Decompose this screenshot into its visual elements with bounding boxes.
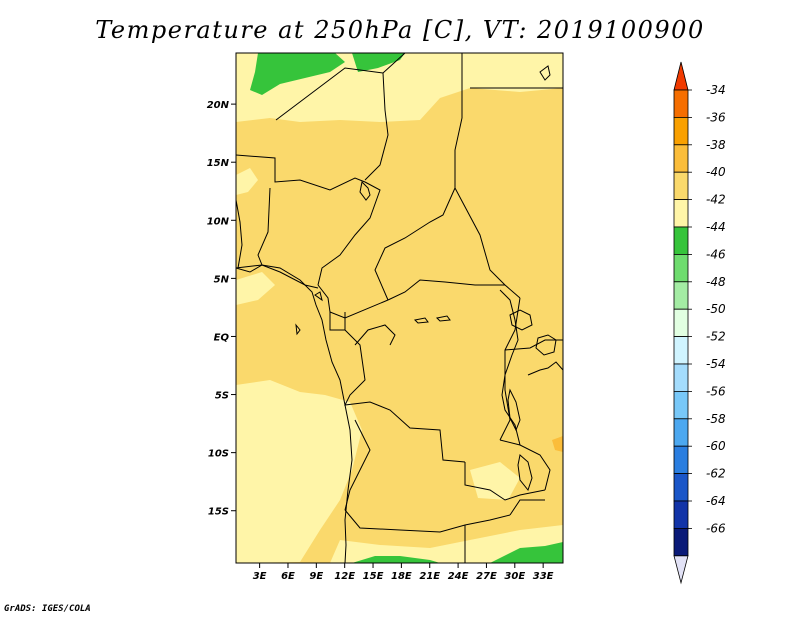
lon-tick-label: 21E <box>419 571 440 582</box>
legend-label: -42 <box>706 193 726 207</box>
legend-label: -48 <box>706 275 726 289</box>
legend-label: -60 <box>706 439 726 453</box>
legend-color-box <box>673 528 689 557</box>
lakes <box>295 65 557 492</box>
legend-color-box <box>673 144 689 173</box>
cold-band-south <box>330 525 563 563</box>
lon-tick-label: 15E <box>363 571 384 582</box>
country-borders <box>236 53 563 563</box>
lon-tick-label: 18E <box>391 571 412 582</box>
lon-tick-label: 27E <box>476 571 497 582</box>
cold-patch-north-interior <box>236 168 258 195</box>
map-title: Temperature at 250hPa [C], VT: 201910090… <box>95 16 705 44</box>
legend-color-box <box>673 308 689 338</box>
legend-color-box <box>673 390 689 420</box>
lat-tick-label: 20N <box>207 100 230 111</box>
green-band-north-center <box>352 53 405 72</box>
legend-color-box <box>673 336 689 365</box>
legend-color-box <box>673 171 689 200</box>
lon-tick-label: 12E <box>334 571 355 582</box>
lon-tick-label: 9E <box>309 571 323 582</box>
legend-label: -38 <box>706 138 726 152</box>
legend-color-box <box>673 418 689 447</box>
legend-label: -54 <box>706 357 726 371</box>
legend-label: -52 <box>706 330 726 344</box>
lat-tick-label: EQ <box>214 332 230 343</box>
legend-label: -44 <box>706 220 726 234</box>
lat-tick-label: 15S <box>208 507 229 518</box>
legend-top-arrow <box>673 61 689 91</box>
cold-patch-southwest <box>236 272 275 305</box>
legend-bottom-arrow <box>673 555 689 585</box>
legend-label: -40 <box>706 165 726 179</box>
legend-label: -46 <box>706 247 726 261</box>
legend-color-box <box>673 281 689 310</box>
legend-color-box <box>673 473 689 502</box>
legend-label: -34 <box>706 83 726 97</box>
legend-color-box <box>673 500 689 529</box>
lat-tick-label: 15N <box>207 158 230 169</box>
legend-color-box <box>673 445 689 475</box>
lat-tick-label: 10S <box>208 449 229 460</box>
legend-label: -36 <box>706 110 726 124</box>
lon-tick-label: 6E <box>281 571 295 582</box>
legend-color-box <box>673 117 689 146</box>
lat-tick-label: 5N <box>214 274 230 285</box>
legend-label: -50 <box>706 302 726 316</box>
cold-patch-central-east <box>470 462 520 500</box>
latitude-axis: 20N 15N 10N 5N EQ 5S 10S 15S <box>207 100 236 518</box>
legend-label: -66 <box>706 521 726 535</box>
grads-credit: GrADS: IGES/COLA <box>4 604 91 614</box>
lat-tick-label: 10N <box>207 216 230 227</box>
cold-band-west-coast <box>236 380 362 563</box>
color-legend: -34 -36 -38 -40 -42 -44 -46 -48 -50 -52 -54 -56 -58 -… <box>673 61 726 585</box>
legend-label: -62 <box>706 467 726 481</box>
legend-color-box <box>673 199 689 228</box>
map-frame <box>235 52 564 564</box>
legend-color-box <box>673 89 689 118</box>
lon-tick-label: 33E <box>533 571 554 582</box>
legend-label: -56 <box>706 384 726 398</box>
lat-tick-label: 5S <box>215 391 229 402</box>
lon-tick-label: 3E <box>253 571 267 582</box>
legend-label: -64 <box>706 494 726 508</box>
legend-color-box <box>673 253 689 283</box>
legend-label: -58 <box>706 412 726 426</box>
warm-patch-southeast <box>552 436 563 452</box>
legend-color-box <box>673 226 689 255</box>
green-band-north <box>250 53 345 95</box>
lon-tick-label: 30E <box>504 571 525 582</box>
lon-tick-label: 24E <box>448 571 469 582</box>
green-band-south <box>352 556 440 563</box>
green-band-southeast <box>490 542 563 563</box>
longitude-axis: 3E 6E 9E 12E 15E 18E 21E 24E 27E 30E 33E <box>253 563 554 582</box>
legend-color-box <box>673 363 689 392</box>
